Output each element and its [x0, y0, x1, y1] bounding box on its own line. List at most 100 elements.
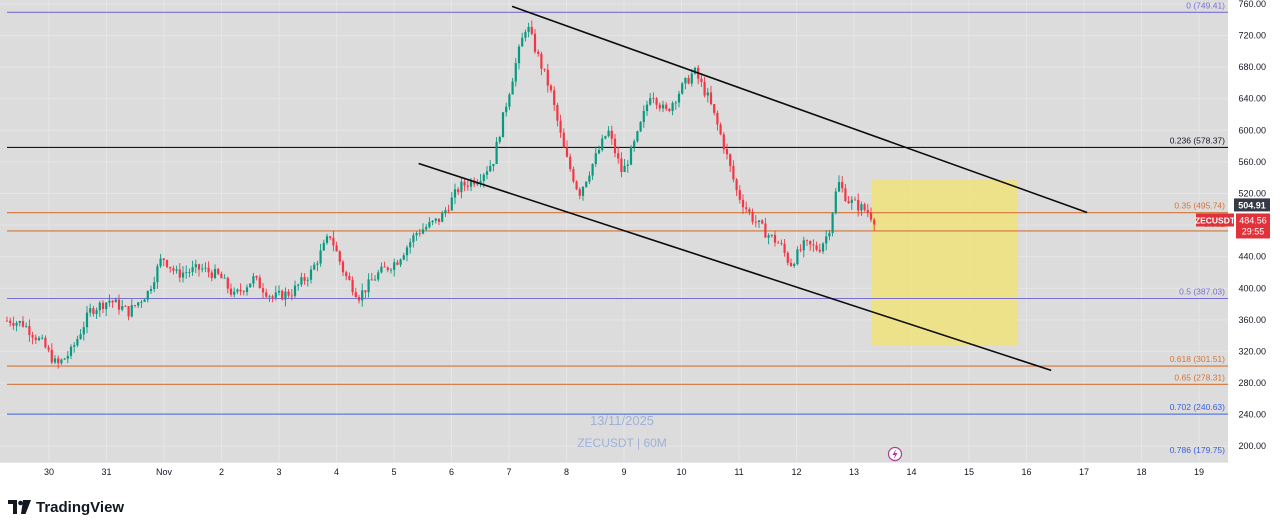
- candle-body: [629, 146, 633, 165]
- candle-body: [108, 300, 111, 303]
- time-tick-label: 9: [621, 467, 626, 477]
- channel-line-upper: [511, 5, 1088, 214]
- candle-body: [607, 130, 610, 137]
- candle-body: [47, 347, 50, 350]
- time-tick-label: 10: [676, 467, 686, 477]
- candle-body: [860, 204, 863, 211]
- candle-body: [841, 182, 844, 189]
- candle-body: [620, 158, 623, 173]
- candle-body: [770, 234, 773, 236]
- candle-body: [268, 296, 271, 298]
- candle-body: [569, 156, 572, 170]
- candle-body: [124, 306, 127, 307]
- candle-body: [719, 124, 722, 135]
- candle-body: [482, 174, 485, 181]
- candle-body: [300, 277, 303, 285]
- candle-body: [217, 268, 220, 274]
- candle-body: [837, 182, 841, 192]
- candle-body: [338, 251, 341, 262]
- candle-body: [281, 290, 284, 300]
- fib-retracement[interactable]: [7, 11, 1228, 415]
- flash-icon[interactable]: [887, 446, 903, 462]
- candle-body: [857, 199, 860, 211]
- price-tick-label: 560.00: [1238, 157, 1266, 167]
- candle-body: [57, 358, 60, 364]
- candle-body: [601, 138, 604, 150]
- countdown-text: 29:55: [1242, 226, 1265, 236]
- candle-body: [389, 269, 393, 271]
- candle-body: [127, 306, 130, 317]
- candle-body: [201, 268, 204, 270]
- candle-body: [95, 310, 98, 315]
- candle-body: [444, 210, 447, 214]
- candle-body: [223, 277, 226, 279]
- price-tick-label: 400.00: [1238, 283, 1266, 293]
- candle-body: [588, 175, 591, 182]
- candle-body: [527, 26, 530, 32]
- candle-body: [668, 108, 671, 112]
- candle-body: [143, 299, 146, 302]
- candle-body: [357, 297, 361, 301]
- candle-body: [101, 302, 105, 310]
- candle-body: [514, 63, 517, 82]
- candle-body: [399, 259, 402, 265]
- candle-body: [149, 289, 153, 291]
- candle-body: [175, 269, 178, 271]
- candle-body: [713, 104, 716, 113]
- candle-body: [121, 306, 124, 310]
- candle-body: [559, 120, 562, 133]
- candle-body: [809, 240, 812, 245]
- fib-label-0.236: 0.236 (578.37): [1170, 135, 1225, 145]
- candle-body: [476, 182, 479, 185]
- candle-body: [245, 287, 249, 293]
- price-chart[interactable]: 13/11/2025 ZECUSDT | 60M 760.00720.00680…: [0, 0, 1280, 490]
- candle-body: [572, 169, 575, 182]
- projection-box: [871, 180, 1018, 346]
- candle-body: [31, 334, 34, 338]
- candle-body: [722, 134, 725, 150]
- candle-body: [21, 321, 25, 327]
- price-tick-label: 360.00: [1238, 315, 1266, 325]
- candle-body: [796, 249, 799, 265]
- candle-body: [351, 279, 354, 293]
- price-axis[interactable]: 760.00 720.00 680.00 640.00 600.00 560.00 520.…: [1228, 0, 1280, 490]
- candle-body: [553, 90, 556, 106]
- symbol-tag: [1196, 213, 1234, 227]
- candle-body: [431, 220, 434, 223]
- candle-body: [284, 291, 287, 300]
- candle-body: [140, 301, 143, 303]
- candle-body: [53, 358, 57, 363]
- candle-body: [261, 288, 265, 293]
- candle-body: [524, 31, 527, 38]
- tradingview-logo[interactable]: TradingView: [8, 499, 124, 516]
- candle-body: [69, 346, 73, 356]
- candle-body: [405, 247, 409, 256]
- candle-body: [239, 289, 242, 292]
- price-tick-label: 640.00: [1238, 94, 1266, 104]
- candle-body: [677, 93, 681, 103]
- candle-body: [377, 272, 380, 280]
- candle-body: [441, 213, 444, 222]
- candle-body: [649, 98, 652, 105]
- candle-body: [533, 33, 537, 52]
- candle-body: [492, 164, 495, 167]
- time-tick-label: 8: [564, 467, 569, 477]
- candle-body: [428, 222, 431, 228]
- candle-body: [82, 327, 85, 335]
- candle-body: [437, 218, 441, 222]
- candle-body: [50, 349, 53, 363]
- time-tick-label: 31: [101, 467, 111, 477]
- candle-body: [639, 122, 642, 132]
- candle-body: [383, 266, 386, 268]
- candle-body: [549, 85, 553, 91]
- price-tick-label: 720.00: [1238, 31, 1266, 41]
- candle-body: [117, 299, 121, 310]
- time-tick-label: Nov: [156, 467, 173, 477]
- candle-body: [751, 212, 754, 222]
- time-axis[interactable]: 30 31 Nov 2 3 4 5 6 7 8 9 10 11 12 13 14 15 16 17 18 19: [0, 461, 1228, 490]
- price-tick-label: 520.00: [1238, 188, 1266, 198]
- current-price-tag: [1236, 213, 1270, 239]
- candle-body: [709, 92, 713, 105]
- trend-channel[interactable]: [418, 5, 1088, 372]
- candle-body: [703, 81, 706, 96]
